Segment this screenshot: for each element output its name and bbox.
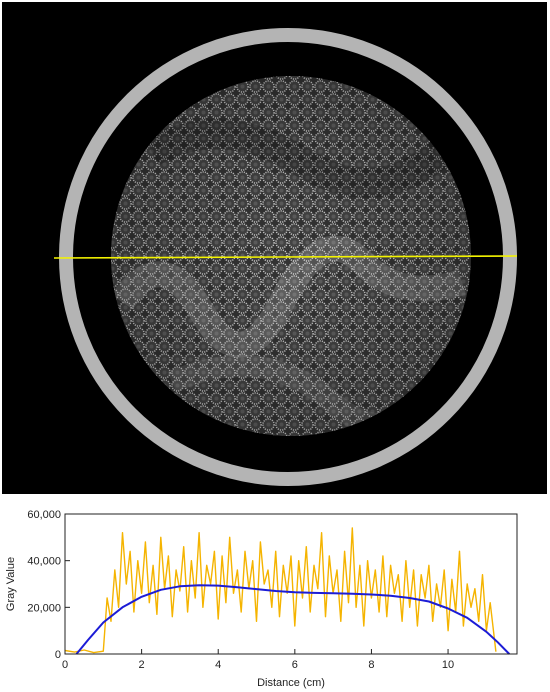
container-ring bbox=[59, 28, 517, 486]
x-tick-label: 8 bbox=[368, 659, 374, 671]
y-axis: 0 20,000 40,000 60,000 bbox=[27, 509, 70, 661]
sample-disc bbox=[111, 76, 471, 436]
x-tick-label: 2 bbox=[139, 659, 145, 671]
gray-value-profile-chart: 0 2 4 6 8 10 0 20,000 40,000 60,000 Distance (cm… bbox=[5, 509, 518, 689]
y-tick-label: 0 bbox=[55, 649, 61, 661]
x-tick-label: 0 bbox=[62, 659, 68, 671]
y-tick-label: 40,000 bbox=[27, 556, 61, 568]
y-tick-label: 60,000 bbox=[27, 509, 61, 521]
ct-cross-section-image bbox=[2, 2, 547, 494]
series-layer bbox=[64, 527, 511, 655]
x-tick-label: 10 bbox=[442, 659, 454, 671]
x-tick-label: 4 bbox=[215, 659, 221, 671]
x-tick-label: 6 bbox=[292, 659, 298, 671]
x-axis: 0 2 4 6 8 10 bbox=[62, 649, 454, 671]
x-axis-label: Distance (cm) bbox=[257, 677, 325, 689]
y-tick-label: 20,000 bbox=[27, 602, 61, 614]
y-axis-label: Gray Value bbox=[5, 557, 17, 611]
fit-curve-series bbox=[75, 584, 511, 655]
profile-line bbox=[53, 255, 518, 259]
plot-frame bbox=[64, 513, 518, 655]
gray-value-series bbox=[64, 527, 497, 654]
